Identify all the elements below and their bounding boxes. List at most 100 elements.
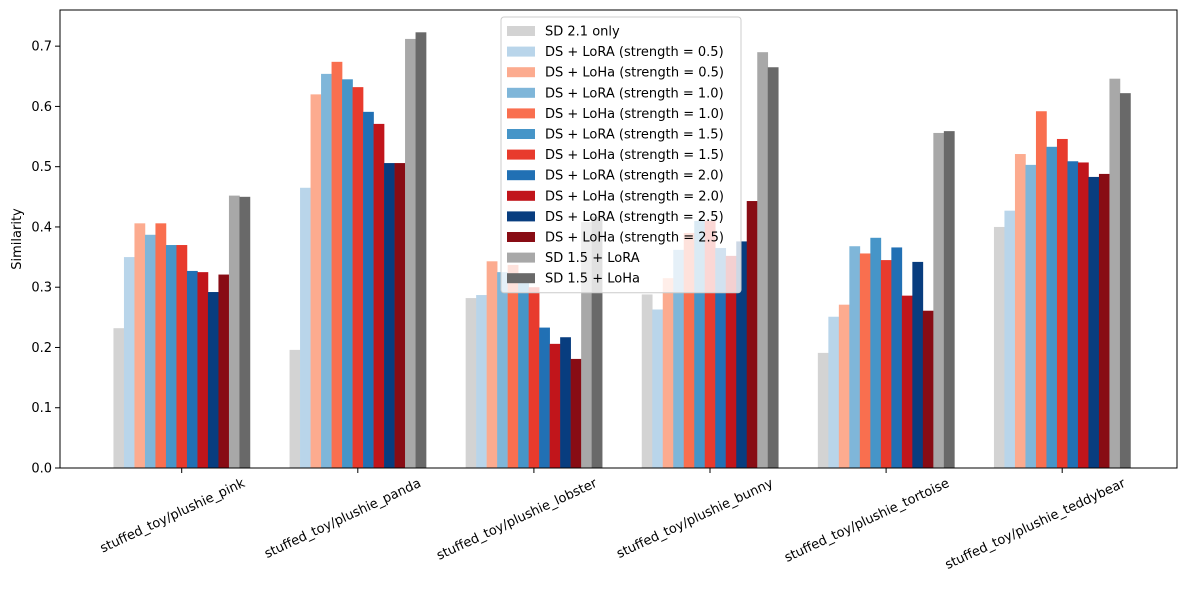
bar [123,257,135,468]
bar [144,234,156,468]
bar [704,220,716,468]
bar [486,261,498,468]
y-tick-label: 0.0 [31,462,52,477]
x-tick-label: stuffed_toy/plushie_panda [262,476,423,562]
bars-group [113,32,1131,469]
bar [849,246,861,468]
legend-label: DS + LoRA (strength = 1.0) [545,86,724,101]
bar [993,226,1005,468]
bar [352,87,364,468]
bar [1119,93,1131,469]
legend-label: DS + LoHa (strength = 0.5) [545,66,724,81]
legend-label: DS + LoHa (strength = 2.5) [545,231,724,246]
bar [507,264,519,468]
bar [757,52,769,469]
bar [891,247,903,468]
bar [641,294,653,468]
bar [342,79,353,468]
bar [1046,146,1058,468]
legend: SD 2.1 only DS + LoRA (strength = 0.5) DS … [500,16,742,294]
legend-label: DS + LoRA (strength = 0.5) [545,45,724,60]
bar [239,196,251,468]
bar [1088,176,1100,468]
legend-swatch [507,26,535,36]
x-axis: stuffed_toy/plushie_pink stuffed_toy/plus… [98,468,1128,573]
bar [1067,161,1079,468]
bar [518,278,529,468]
legend-swatch [507,190,535,201]
legend-swatch [507,67,535,78]
bar [736,241,748,468]
legend-swatch [507,149,535,160]
bar [165,245,177,468]
legend-swatch [507,232,535,242]
legend-swatch [507,46,535,57]
bar [373,123,385,468]
bar [1077,162,1089,468]
bar [476,295,487,468]
bar [549,343,561,468]
legend-swatch [507,252,535,263]
bar [715,248,727,468]
bar [394,163,406,468]
bar [880,260,892,468]
y-tick-label: 0.6 [31,100,52,115]
bar [817,352,829,468]
bar [134,223,146,468]
x-tick-label: stuffed_toy/plushie_pink [98,476,248,556]
legend-swatch [507,87,535,98]
bar [497,272,508,468]
legend-label: SD 1.5 + LoRA [545,251,640,266]
bar [652,309,664,468]
legend-label: SD 2.1 only [545,25,620,40]
bar [465,298,477,468]
bar [859,253,871,468]
bar [662,278,674,468]
bar [933,132,945,469]
bar [218,274,230,468]
x-tick-label: stuffed_toy/plushie_teddybear [943,476,1128,573]
legend-swatch [507,273,535,284]
bar [673,249,685,468]
bar [1014,154,1026,469]
bar [746,201,758,468]
bar [922,310,934,468]
bar [912,261,924,468]
legend-label: DS + LoHa (strength = 1.5) [545,148,724,163]
x-tick-label: stuffed_toy/plushie_bunny [615,476,776,562]
legend-box [500,16,742,294]
bar [207,292,219,468]
bar [539,327,550,468]
bar [683,232,695,468]
bar [570,358,582,468]
bar [176,245,188,468]
legend-swatch [507,129,535,139]
bar [186,270,198,468]
legend-label: DS + LoHa (strength = 2.0) [545,189,724,204]
bar [1035,111,1047,469]
y-tick-label: 0.7 [31,40,52,55]
y-axis-label: Similarity [10,208,25,270]
bar [289,349,301,468]
plot-frame [59,9,1178,469]
bar [1098,173,1110,469]
legend-swatch [507,108,535,119]
y-tick-label: 0.4 [31,220,52,235]
y-tick-label: 0.5 [31,160,52,175]
bar [581,222,592,468]
bar [528,287,540,468]
bar [838,304,850,468]
bar [901,295,913,468]
bar [725,255,737,468]
legend-swatch [507,211,535,222]
bar [870,237,882,468]
legend-label: DS + LoRA (strength = 2.5) [545,210,724,225]
legend-label: DS + LoRA (strength = 1.5) [545,128,724,143]
x-tick-label: stuffed_toy/plushie_lobster [434,476,600,564]
bar [415,32,427,469]
bar [300,187,311,469]
legend-swatch [507,170,535,181]
bar [1025,164,1037,468]
bar [828,316,840,468]
